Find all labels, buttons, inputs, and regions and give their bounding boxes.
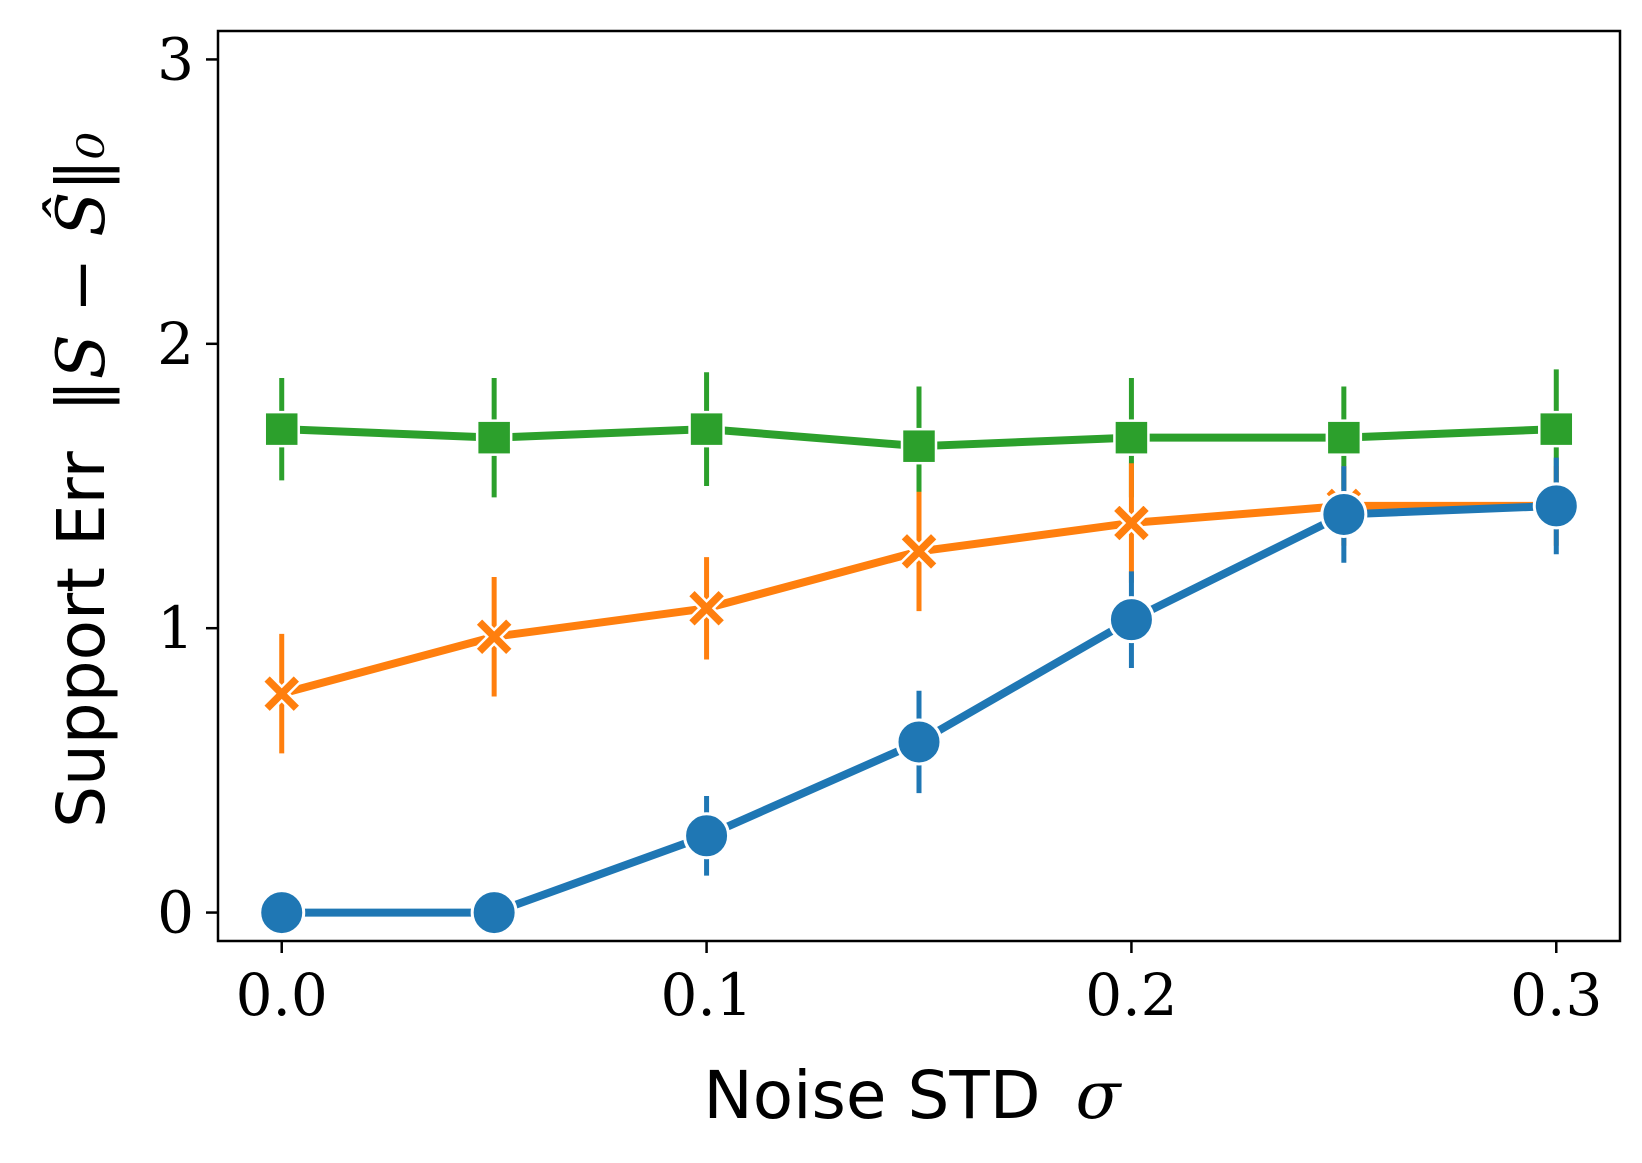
- y-axis-label-symbol: ‖S − Ŝ‖₀: [42, 132, 120, 412]
- axis-ticks: 0.0 0.1 0.2 0.3 0 1 2 3: [157, 25, 1602, 1029]
- plot-marks: [258, 369, 1580, 937]
- data-point: [473, 615, 515, 658]
- data-point: [688, 410, 725, 448]
- plot-frame: [216, 29, 1622, 943]
- series-square: [263, 369, 1575, 506]
- data-point: [475, 419, 513, 456]
- x-axis-label-symbol: σ: [1076, 1057, 1123, 1134]
- data-point: [470, 889, 518, 937]
- data-point: [258, 889, 306, 937]
- data-point: [260, 672, 303, 715]
- data-point: [895, 718, 943, 766]
- y-tick-label: 0: [157, 879, 194, 947]
- data-point: [1320, 490, 1368, 538]
- y-axis-label: Support Err ‖S − Ŝ‖₀: [42, 132, 120, 828]
- data-point: [1532, 482, 1580, 530]
- series-circle: [258, 457, 1580, 937]
- data-point: [900, 427, 938, 465]
- x-tick-label: 0.2: [1085, 961, 1177, 1029]
- y-tick-label: 3: [157, 25, 194, 93]
- data-point: [898, 530, 940, 573]
- data-point: [1110, 502, 1153, 544]
- x-tick-label: 0.1: [660, 961, 752, 1029]
- y-tick-label: 1: [157, 594, 194, 662]
- x-axis-label-text: Noise STD: [703, 1057, 1040, 1134]
- x-tick-label: 0.0: [236, 961, 328, 1029]
- y-tick-label: 2: [157, 310, 194, 378]
- data-point: [683, 812, 731, 860]
- x-axis-label: Noise STD σ: [703, 1057, 1122, 1134]
- data-point: [1113, 419, 1150, 456]
- data-point: [1325, 419, 1363, 456]
- y-axis-label-text: Support Err: [43, 450, 120, 828]
- data-point: [685, 587, 728, 630]
- data-point: [1107, 596, 1155, 644]
- data-point: [263, 410, 300, 448]
- data-point: [1538, 410, 1575, 448]
- x-tick-label: 0.3: [1510, 961, 1602, 1029]
